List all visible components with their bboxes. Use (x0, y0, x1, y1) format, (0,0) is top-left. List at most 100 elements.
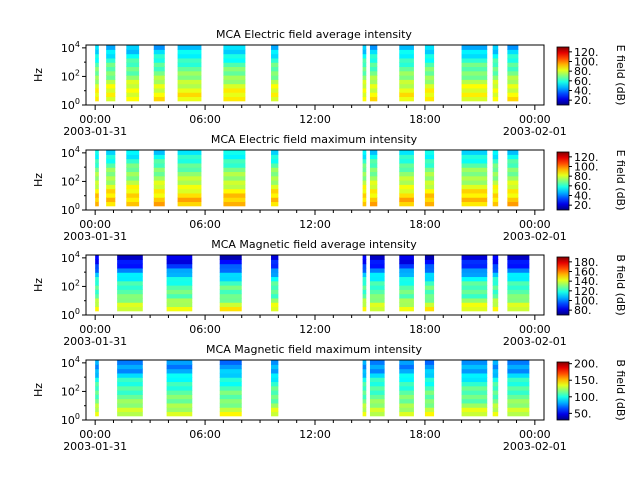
heat-cell (95, 192, 99, 198)
heat-cell (492, 297, 499, 303)
heat-cell (219, 306, 242, 312)
heat-cell (153, 92, 165, 98)
heat-cell (126, 171, 140, 177)
heat-cell (219, 407, 242, 413)
data-segment (219, 360, 242, 417)
heat-cell (424, 87, 435, 93)
heat-cell (271, 188, 279, 194)
heat-cell (362, 87, 367, 93)
heat-cell (117, 381, 143, 387)
heat-cell (507, 201, 519, 207)
heat-cell (177, 66, 202, 72)
heat-cell (177, 175, 202, 181)
heat-cell (126, 96, 140, 102)
heat-cell (95, 360, 99, 365)
colorbar (556, 361, 570, 421)
colorbar (556, 46, 570, 106)
heat-cell (117, 280, 143, 286)
heat-cell (106, 188, 116, 194)
heat-cell (461, 154, 488, 160)
heat-cell (106, 87, 116, 93)
heat-cell (362, 192, 367, 198)
heat-cell (153, 70, 165, 76)
heat-cell (126, 92, 140, 98)
heat-cell (424, 385, 435, 391)
heat-cell (507, 158, 519, 164)
heat-cell (106, 79, 116, 85)
heat-cell (424, 150, 435, 155)
heat-cell (507, 289, 530, 295)
heat-cell (399, 293, 414, 299)
heat-cell (219, 263, 242, 269)
heat-cell (424, 263, 435, 269)
heat-cell (95, 259, 99, 265)
colorbar-tick-label: 50. (574, 407, 592, 420)
heat-cell (95, 167, 99, 173)
heat-cell (153, 167, 165, 173)
heat-cell (95, 285, 99, 290)
heat-cell (492, 285, 499, 290)
heat-cell (153, 162, 165, 168)
x-tick-label: 18:00 (409, 323, 441, 336)
heat-cell (399, 402, 414, 408)
heat-cell (117, 398, 143, 404)
data-segment (399, 255, 414, 312)
heat-cell (95, 276, 99, 282)
heat-cell (166, 285, 193, 290)
x-date-label: 2003-02-01 (503, 440, 567, 453)
heat-cell (95, 263, 99, 269)
heat-cell (369, 49, 378, 55)
heat-cell (507, 62, 519, 68)
heat-cell (369, 197, 378, 203)
heat-cell (177, 201, 202, 207)
data-segment (461, 255, 488, 312)
heat-cell (271, 259, 279, 265)
heat-cell (369, 180, 378, 185)
heat-cell (492, 62, 499, 68)
heat-cell (461, 306, 488, 312)
heat-cell (362, 402, 367, 408)
heat-cell (153, 184, 165, 190)
heat-cell (424, 70, 435, 76)
heat-cell (362, 175, 367, 181)
heat-cell (492, 360, 499, 365)
heat-cell (219, 255, 242, 260)
heat-cell (117, 263, 143, 269)
heat-cell (424, 302, 435, 308)
heat-cell (399, 66, 414, 72)
heat-cell (177, 83, 202, 89)
heat-cell (362, 188, 367, 194)
heat-cell (461, 184, 488, 190)
heat-cell (507, 407, 530, 413)
heat-cell (95, 293, 99, 299)
heat-cell (492, 57, 499, 63)
colorbar-tick-label: 120. (574, 285, 599, 298)
heat-cell (223, 180, 246, 185)
heat-cell (369, 175, 378, 181)
heat-cell (106, 70, 116, 76)
heat-cell (507, 162, 519, 168)
heat-cell (117, 302, 143, 308)
heat-cell (507, 259, 530, 265)
heat-cell (424, 192, 435, 198)
heat-cell (461, 96, 488, 102)
data-segment (399, 45, 414, 102)
heat-cell (424, 267, 435, 273)
heat-cell (362, 302, 367, 308)
heat-cell (369, 377, 385, 383)
heat-cell (106, 192, 116, 198)
heat-cell (424, 407, 435, 413)
x-tick-label: 12:00 (299, 428, 331, 441)
heat-cell (166, 276, 193, 282)
heat-cell (424, 49, 435, 55)
heat-cell (492, 92, 499, 98)
heat-cell (461, 83, 488, 89)
heat-cell (492, 79, 499, 85)
heat-cell (95, 66, 99, 72)
heat-cell (117, 390, 143, 395)
heat-cell (369, 372, 385, 378)
heat-cell (369, 390, 385, 395)
data-segment (219, 255, 242, 312)
heat-cell (369, 96, 378, 102)
heat-cell (461, 398, 488, 404)
